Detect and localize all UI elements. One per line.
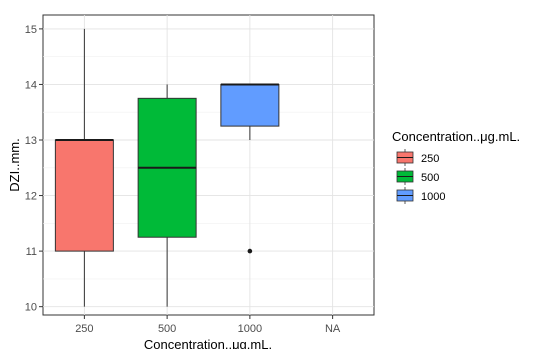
legend-label-250: 250 (421, 153, 439, 165)
y-tick-label: 11 (26, 246, 37, 258)
legend-items: 250 500 1000 (396, 149, 445, 204)
y-tick-label: 14 (25, 79, 37, 91)
legend-label-500: 500 (421, 172, 439, 184)
x-tick-label: 250 (75, 323, 93, 335)
legend-item-1000: 1000 (396, 187, 445, 204)
y-tick-label: 15 (25, 24, 37, 36)
x-tick-label: NA (325, 323, 341, 335)
box-body (220, 83, 280, 127)
y-axis-label: DZI..mm. (7, 138, 22, 191)
outlier-point (247, 248, 253, 254)
box-series (54, 28, 280, 307)
box-body (54, 139, 114, 252)
legend: Concentration..μg.mL. 250 500 1000 (392, 129, 520, 204)
legend-label-1000: 1000 (421, 191, 445, 203)
box-250 (54, 28, 114, 307)
x-tick-label: 500 (158, 323, 176, 335)
y-tick-label: 12 (25, 191, 37, 203)
legend-item-250: 250 (396, 149, 439, 166)
box-500 (137, 84, 197, 307)
x-axis-label: Concentration..μg.mL. (144, 337, 272, 349)
legend-title: Concentration..μg.mL. (392, 129, 520, 144)
axes: 10 11 12 13 14 15 250 500 1000 NA (25, 24, 341, 335)
x-tick-label: 1000 (238, 323, 262, 335)
box-1000 (220, 83, 280, 254)
legend-item-500: 500 (396, 168, 439, 185)
y-tick-label: 13 (25, 135, 37, 147)
y-tick-label: 10 (25, 302, 37, 314)
